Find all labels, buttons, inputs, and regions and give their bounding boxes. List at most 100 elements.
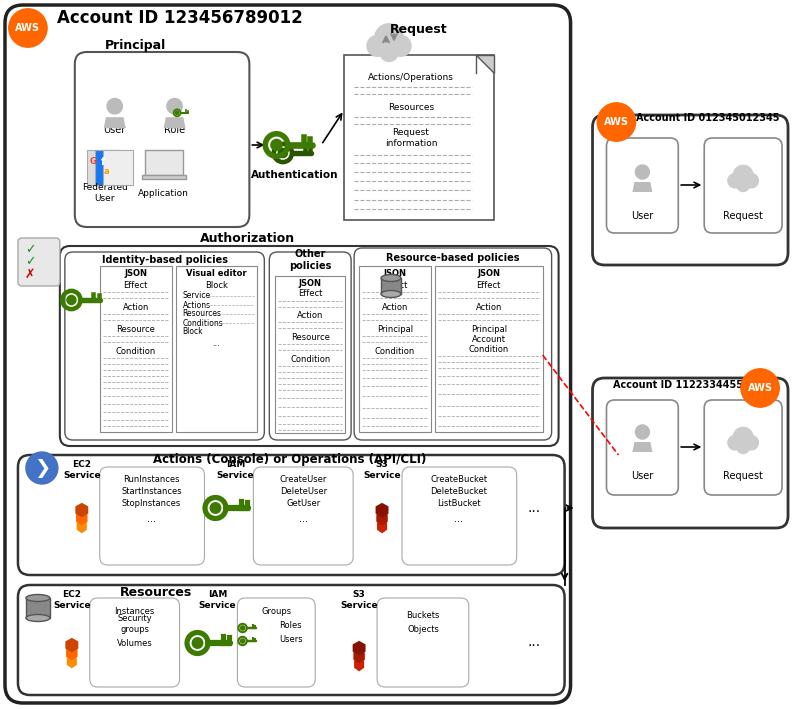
FancyBboxPatch shape (704, 138, 782, 233)
Circle shape (635, 165, 650, 179)
Text: User: User (631, 211, 654, 221)
Text: Authentication: Authentication (250, 170, 338, 180)
Text: Account ID 112233445566: Account ID 112233445566 (613, 380, 756, 390)
Circle shape (167, 99, 182, 114)
FancyBboxPatch shape (238, 598, 315, 687)
Circle shape (734, 165, 753, 185)
Text: ✗: ✗ (25, 267, 35, 281)
Text: Objects: Objects (407, 625, 439, 635)
Ellipse shape (381, 291, 401, 298)
Text: User: User (103, 125, 126, 135)
Polygon shape (163, 117, 186, 128)
Polygon shape (66, 646, 78, 660)
Bar (435, 266, 542, 432)
FancyBboxPatch shape (65, 252, 264, 440)
Text: Condition: Condition (115, 347, 156, 355)
Circle shape (9, 9, 47, 48)
Text: S3
Service: S3 Service (363, 460, 401, 480)
Polygon shape (375, 503, 389, 517)
Circle shape (241, 639, 245, 643)
Text: AWS: AWS (15, 23, 41, 33)
FancyBboxPatch shape (18, 238, 60, 286)
Text: ...: ... (298, 514, 308, 524)
Text: Action: Action (382, 303, 408, 311)
Polygon shape (633, 442, 652, 452)
Polygon shape (75, 503, 88, 517)
Text: ✓: ✓ (25, 255, 35, 269)
FancyBboxPatch shape (254, 467, 353, 565)
Polygon shape (76, 511, 87, 525)
Text: IAM
Service: IAM Service (217, 460, 254, 480)
Circle shape (744, 174, 758, 188)
Text: Account ID 123456789012: Account ID 123456789012 (57, 9, 302, 27)
Text: Service: Service (182, 291, 210, 301)
Polygon shape (353, 641, 366, 655)
Text: Resource: Resource (116, 325, 155, 333)
Circle shape (737, 179, 750, 191)
Circle shape (278, 148, 287, 157)
FancyBboxPatch shape (18, 455, 565, 575)
Text: JSON: JSON (383, 269, 406, 279)
Text: Block: Block (205, 281, 228, 289)
Text: DeleteUser: DeleteUser (280, 488, 327, 496)
Circle shape (749, 370, 771, 393)
Text: Action: Action (297, 311, 323, 320)
Text: User: User (631, 471, 654, 481)
Text: ✓: ✓ (25, 243, 35, 257)
Text: Buckets: Buckets (406, 610, 440, 620)
Circle shape (614, 111, 633, 130)
Text: Account: Account (472, 335, 506, 343)
Polygon shape (66, 654, 77, 669)
FancyBboxPatch shape (354, 248, 552, 440)
Ellipse shape (26, 615, 50, 622)
Circle shape (601, 111, 620, 130)
Text: Condition: Condition (469, 345, 509, 354)
Text: ❯: ❯ (34, 459, 50, 477)
Polygon shape (377, 519, 387, 533)
Circle shape (728, 174, 742, 188)
Text: Request
information: Request information (385, 128, 438, 147)
FancyBboxPatch shape (90, 598, 179, 687)
Text: Request: Request (723, 471, 763, 481)
Polygon shape (476, 55, 494, 73)
Text: CreateBucket: CreateBucket (430, 476, 487, 484)
Text: Users: Users (279, 635, 303, 644)
Circle shape (12, 17, 31, 36)
Text: G: G (90, 157, 96, 167)
Text: a: a (104, 167, 110, 177)
Text: JSON: JSON (478, 269, 500, 279)
Circle shape (107, 99, 122, 114)
Bar (86, 150, 117, 185)
Circle shape (734, 428, 753, 447)
Text: GetUser: GetUser (286, 500, 320, 508)
Text: IAM
Service: IAM Service (198, 591, 236, 610)
Circle shape (25, 17, 44, 36)
Text: Resources: Resources (120, 586, 192, 598)
Text: Request: Request (390, 23, 448, 36)
Text: Resources: Resources (182, 310, 222, 318)
Bar (102, 150, 133, 185)
Bar (344, 55, 494, 220)
Circle shape (635, 425, 650, 439)
Text: JSON: JSON (298, 279, 322, 288)
Text: f: f (101, 157, 105, 167)
Text: Principal: Principal (470, 325, 507, 333)
Bar (26, 598, 50, 618)
Text: Effect: Effect (298, 289, 322, 298)
Text: Account ID 012345012345: Account ID 012345012345 (637, 113, 780, 123)
Text: Resources: Resources (388, 103, 434, 111)
FancyBboxPatch shape (5, 5, 570, 703)
Circle shape (741, 369, 779, 407)
Text: DeleteBucket: DeleteBucket (430, 488, 487, 496)
Text: S3
Service: S3 Service (340, 591, 378, 610)
FancyBboxPatch shape (18, 585, 565, 695)
Ellipse shape (26, 595, 50, 601)
Text: Principal: Principal (377, 325, 413, 333)
Polygon shape (354, 657, 364, 671)
Text: CreateUser: CreateUser (279, 476, 327, 484)
Text: EC2
Service: EC2 Service (63, 460, 101, 480)
Text: Conditions: Conditions (182, 318, 223, 328)
Text: ...: ... (527, 501, 540, 515)
Text: Effect: Effect (123, 281, 148, 289)
Bar (94, 150, 125, 185)
